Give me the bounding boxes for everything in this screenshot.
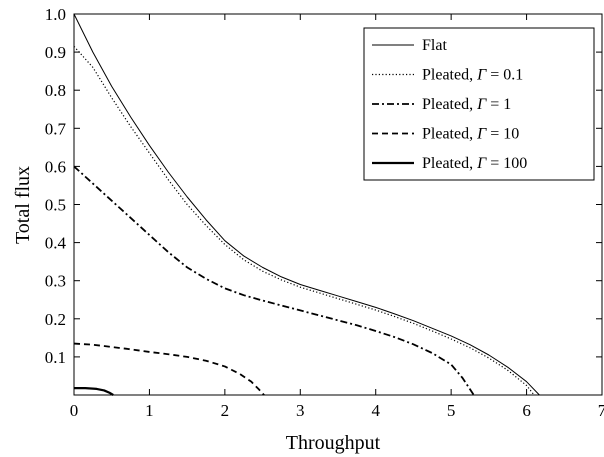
y-tick-label: 0.7 [45, 119, 67, 138]
y-tick-label: 0.6 [45, 157, 66, 176]
series-line-2 [73, 165, 475, 396]
x-tick-label: 5 [447, 401, 456, 420]
legend-label-3: Pleated, Γ = 10 [422, 126, 519, 143]
legend: Flat Pleated, Γ = 0.1 Pleated, Γ = 1 Pleate… [363, 27, 595, 181]
y-tick-label: 1.0 [45, 5, 66, 24]
legend-label-4: Pleated, Γ = 100 [422, 155, 527, 172]
y-tick-label: 0.3 [45, 272, 66, 291]
x-tick-label: 6 [522, 401, 531, 420]
series-line-0 [73, 13, 540, 396]
axis-ticks: 0 1 2 3 4 5 6 7 0.1 0.2 0.3 0.4 0.5 0.6 0.7 0.8 0.9 1.0 [45, 5, 604, 420]
series-line-1 [73, 45, 535, 396]
y-axis-label: Total flux [12, 166, 34, 244]
x-tick-label: 7 [598, 401, 604, 420]
series-line-4 [74, 387, 114, 396]
x-tick-label: 2 [221, 401, 230, 420]
x-tick-label: 1 [145, 401, 154, 420]
y-tick-label: 0.2 [45, 310, 66, 329]
y-tick-label: 0.9 [45, 43, 66, 62]
legend-label-0: Flat [422, 37, 447, 54]
x-tick-label: 3 [296, 401, 305, 420]
y-tick-label: 0.1 [45, 348, 66, 367]
series-line-3 [73, 342, 265, 396]
x-tick-label: 4 [371, 401, 380, 420]
series-lines [73, 13, 540, 396]
y-tick-label: 0.8 [45, 81, 66, 100]
y-tick-label: 0.5 [45, 196, 66, 215]
x-tick-label: 0 [70, 401, 79, 420]
y-tick-label: 0.4 [45, 234, 67, 253]
legend-label-1: Pleated, Γ = 0.1 [422, 67, 523, 84]
legend-label-2: Pleated, Γ = 1 [422, 96, 511, 113]
x-axis-label: Throughput [286, 432, 381, 454]
